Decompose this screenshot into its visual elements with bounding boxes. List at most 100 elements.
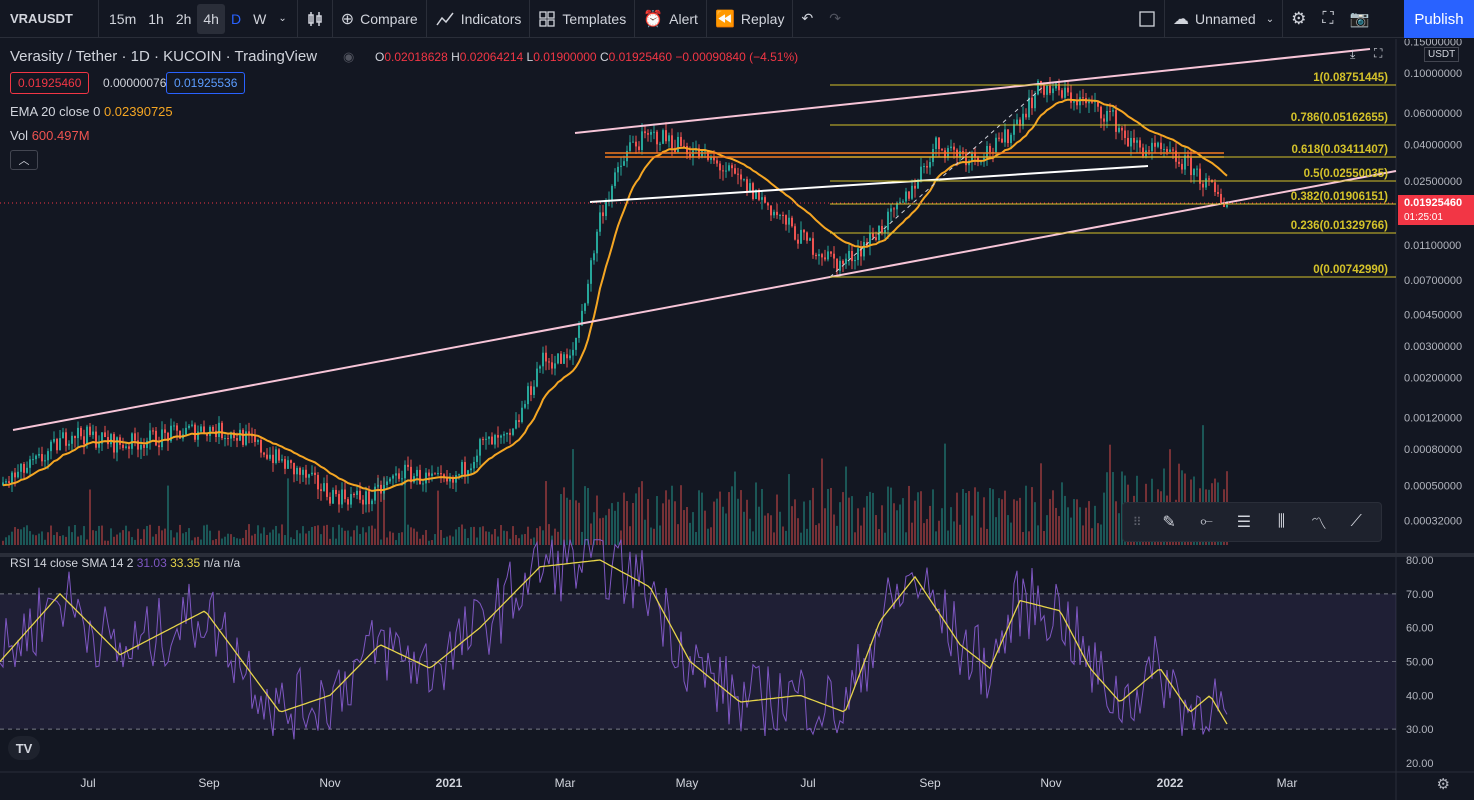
templates-button[interactable]: Templates	[530, 0, 634, 38]
volume-bar	[35, 535, 37, 545]
volume-bar	[446, 536, 448, 545]
interval-d[interactable]: D	[230, 10, 242, 27]
volume-bar	[86, 539, 88, 545]
sell-price-box[interactable]: 0.01925460	[10, 72, 90, 94]
ema-legend[interactable]: EMA 20 close 0 0.02390725	[10, 104, 173, 119]
volume-bar	[1169, 449, 1171, 545]
volume-bar	[14, 527, 16, 545]
brush-icon[interactable]: ✎	[1162, 514, 1176, 531]
symbol-search[interactable]: VRAUSDT	[10, 11, 73, 26]
candles-pattern-icon[interactable]: ⫼	[1277, 513, 1286, 530]
volume-bar	[512, 526, 514, 545]
volume-bar	[83, 526, 85, 545]
candle-body	[809, 238, 811, 241]
price-axis-label: 0.15000000	[1404, 39, 1462, 48]
candle-body	[908, 191, 910, 199]
volume-bar	[422, 534, 424, 545]
volume-bar	[890, 487, 892, 545]
candle-body	[1148, 150, 1150, 152]
candle-body	[191, 424, 193, 426]
candle-body	[593, 253, 595, 261]
interval-1h[interactable]: 1h	[148, 10, 164, 27]
volume-bar	[587, 487, 589, 545]
volume-bar	[962, 488, 964, 545]
redo-icon[interactable]: ↷	[829, 10, 841, 26]
candle-body	[74, 435, 76, 439]
replay-button[interactable]: ⏪ Replay	[707, 0, 793, 38]
rsi-axis-label: 60.00	[1406, 623, 1434, 635]
candle-body	[833, 253, 835, 259]
volume-bar	[347, 530, 349, 545]
volume-bar	[857, 508, 859, 545]
compare-button[interactable]: ⊕ Compare	[333, 0, 426, 38]
scroll-down-icon[interactable]: ⤓	[1350, 47, 1356, 61]
candle-body	[620, 165, 622, 167]
chart-area[interactable]: 0.15000000 0.10000000 0.06000000 0.04000000…	[0, 36, 1474, 800]
volume-bar	[719, 491, 721, 545]
horizontal-ray-icon[interactable]: ⟜	[1200, 513, 1213, 530]
interval-4h[interactable]: 4h	[197, 3, 225, 34]
candle-body	[740, 174, 742, 180]
undo-icon[interactable]: ↶	[801, 10, 814, 26]
volume-bar	[2, 540, 4, 545]
symbol-title[interactable]: Verasity / Tether · 1D · KUCOIN · Tradin…	[10, 48, 318, 65]
fib-levels-icon[interactable]: ☰	[1236, 514, 1252, 531]
volume-bar	[647, 499, 649, 545]
interval-15m[interactable]: 15m	[109, 10, 137, 27]
drag-handle-icon[interactable]: ⠿	[1132, 515, 1142, 529]
layout-button[interactable]	[1130, 0, 1164, 38]
volume-bar	[944, 443, 946, 545]
indicators-button[interactable]: Indicators	[427, 0, 530, 38]
candle-body	[647, 133, 649, 135]
volume-legend[interactable]: Vol 600.497M	[10, 128, 90, 143]
volume-bar	[659, 525, 661, 545]
chart-canvas[interactable]: 0.15000000 0.10000000 0.06000000 0.04000000…	[0, 36, 1474, 800]
volume-bar	[161, 530, 163, 545]
interval-dropdown-icon[interactable]: ⌄	[278, 13, 287, 24]
fib-level-label: 0.618(0.03411407)	[1291, 144, 1388, 156]
candle-body	[902, 201, 904, 203]
candle-body	[665, 130, 667, 142]
currency-unit[interactable]: USDT	[1424, 47, 1460, 62]
rsi-legend[interactable]: RSI 14 close SMA 14 2 31.03 33.35 n/a n/…	[10, 556, 240, 570]
chart-type-button[interactable]	[298, 0, 332, 38]
maximize-icon[interactable]: ⛶	[1374, 46, 1383, 60]
volume-bar	[368, 526, 370, 545]
publish-button[interactable]: Publish	[1404, 0, 1474, 38]
candle-body	[1001, 138, 1003, 143]
candle-body	[470, 468, 472, 471]
volume-bar	[860, 525, 862, 545]
tradingview-logo[interactable]: TV	[8, 736, 40, 760]
volume-bar	[317, 525, 319, 545]
volume-bar	[806, 528, 808, 545]
volume-bar	[170, 530, 172, 545]
pattern-icon[interactable]: 〽	[1310, 516, 1327, 533]
gear-icon[interactable]: ⚙	[1291, 9, 1307, 28]
candle-body	[1199, 168, 1201, 184]
trendline-icon[interactable]: ⟋	[1350, 513, 1362, 530]
alert-button[interactable]: ⏰ Alert	[635, 0, 706, 38]
camera-icon[interactable]: 📷	[1349, 11, 1370, 28]
volume-bar	[419, 538, 421, 545]
candle-body	[1103, 118, 1105, 122]
candle-body	[1037, 80, 1039, 95]
volume-bar	[17, 528, 19, 545]
buy-price-box[interactable]: 0.01925536	[166, 72, 246, 94]
fullscreen-icon[interactable]: ⛶	[1322, 10, 1334, 27]
volume-bar	[854, 532, 856, 545]
volume-bar	[704, 510, 706, 545]
volume-bar	[788, 474, 790, 545]
candle-body	[1163, 149, 1165, 151]
volume-bar	[509, 538, 511, 545]
layout-name-button[interactable]: ☁ Unnamed ⌄	[1165, 0, 1282, 38]
interval-2h[interactable]: 2h	[175, 10, 192, 27]
volume-bar	[329, 538, 331, 545]
candle-body	[287, 460, 289, 469]
candle-body	[311, 472, 313, 475]
price-axis-label: 0.02500000	[1404, 176, 1462, 188]
chart-settings-icon[interactable]: ⚙	[1436, 776, 1450, 793]
volume-bar	[434, 534, 436, 545]
volume-bar	[893, 503, 895, 545]
collapse-legend-button[interactable]: ︿	[10, 150, 38, 170]
interval-w[interactable]: W	[253, 10, 267, 27]
